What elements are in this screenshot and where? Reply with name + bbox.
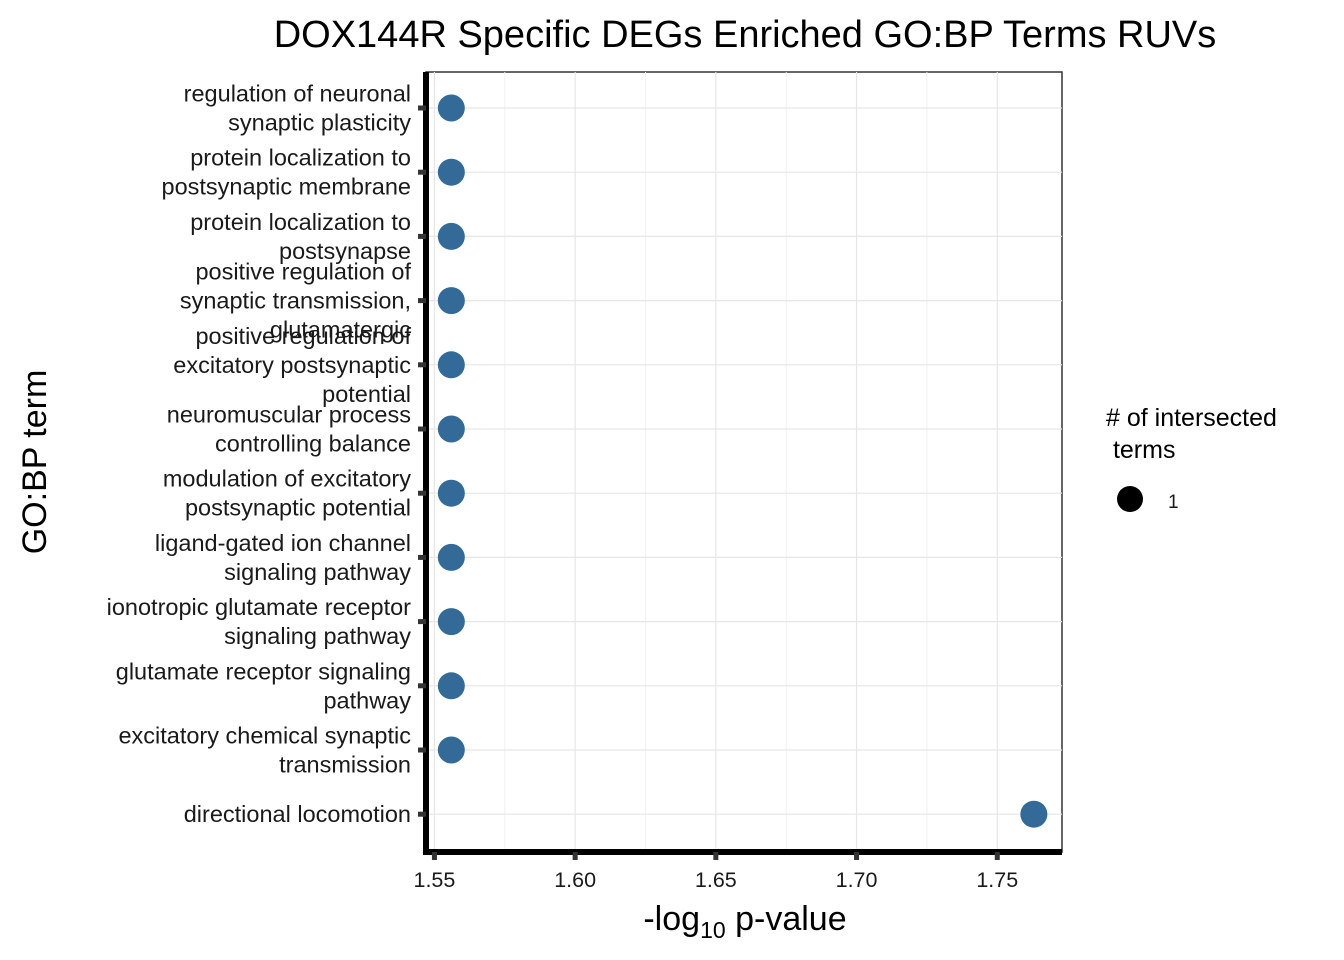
y-tick-label-line: directional locomotion [184,801,411,827]
legend: # of intersected terms 1 [1106,404,1277,513]
x-tick-labels: 1.55 1.60 1.65 1.70 1.75 [414,868,1019,892]
y-tick-label-line: pathway [323,687,411,713]
gridlines [426,72,1062,852]
y-tick-label-line: positive regulation of [195,323,411,349]
y-tick-label: glutamate receptor signaling pathway [116,658,411,713]
y-tick-label-line: protein localization to [190,209,411,235]
data-point [437,415,465,443]
y-tick-label-line: excitatory chemical synaptic [118,723,411,749]
axes [418,72,1062,860]
y-tick-label-line: signaling pathway [224,623,411,649]
legend-key-label: 1 [1168,492,1179,513]
y-tick-label-line: controlling balance [215,431,411,457]
y-tick-label: directional locomotion [184,801,411,827]
y-tick-label: protein localization to postsynapse [190,209,411,264]
y-tick-label: protein localization to postsynaptic memb… [162,145,411,200]
data-points [437,94,1048,828]
y-tick-label: excitatory chemical synaptic transmission [118,723,411,778]
x-tick-label: 1.75 [976,868,1018,892]
x-tick-label: 1.70 [836,868,878,892]
y-tick-label-line: modulation of excitatory [163,466,411,492]
y-tick-label-line: regulation of neuronal [184,81,411,107]
y-tick-label-line: signaling pathway [224,559,411,585]
data-point [437,479,465,507]
y-tick-label-line: excitatory postsynaptic [173,352,411,378]
data-point [437,351,465,379]
legend-title-line2: terms [1106,436,1175,464]
plot-panel [425,71,1063,853]
y-tick-label: regulation of neuronal synaptic plasticit… [184,81,412,136]
y-tick-label-line: glutamatergic [270,317,411,343]
x-tick-label: 1.65 [695,868,737,892]
data-point [437,287,465,315]
x-tick-label: 1.60 [554,868,596,892]
y-tick-label-line: protein localization to [190,145,411,171]
y-tick-label-line: glutamate receptor signaling [116,658,411,684]
data-point [437,158,465,186]
y-tick-label: modulation of excitatory postsynaptic pot… [163,466,411,521]
data-point [1020,800,1048,828]
y-axis-title: GO:BP term [16,370,54,555]
data-point [437,94,465,122]
y-tick-label-line: neuromuscular process [167,402,411,428]
y-tick-label: ligand-gated ion channel signaling pathwa… [155,530,411,585]
y-tick-label-line: postsynaptic membrane [162,174,411,200]
data-point [437,222,465,250]
x-axis-title-subscript: 10 [700,917,726,943]
legend-title-line1: # of intersected [1106,404,1277,432]
y-tick-label-line: transmission [279,752,411,778]
y-tick-label-line: postsynaptic potential [185,495,411,521]
x-axis-title: -log10 p-value [643,900,846,943]
x-tick-label: 1.55 [414,868,456,892]
x-axis-title-prefix: -log [643,900,700,938]
y-tick-label: neuromuscular process controlling balance [167,402,411,457]
y-tick-label: ionotropic glutamate receptor signaling p… [107,594,412,649]
y-tick-label: positive regulation of excitatory postsyn… [173,323,411,407]
data-point [437,608,465,636]
y-tick-label-line: positive regulation of [195,259,411,285]
y-tick-label-line: ligand-gated ion channel [155,530,411,556]
y-tick-label-line: postsynapse [279,238,411,264]
chart-title: DOX144R Specific DEGs Enriched GO:BP Ter… [274,14,1217,56]
y-tick-labels: regulation of neuronal synaptic plasticit… [107,81,412,828]
y-tick-label-line: ionotropic glutamate receptor [107,594,412,620]
data-point [437,672,465,700]
y-tick-label-line: synaptic plasticity [228,110,411,136]
y-tick-label-line: synaptic transmission, [180,288,411,314]
y-tick-label-line: potential [322,381,411,407]
legend-key-dot [1117,486,1143,512]
data-point [437,736,465,764]
y-tick-label: positive regulation of synaptic transmiss… [180,259,412,343]
x-axis-title-suffix: p-value [726,900,847,938]
data-point [437,543,465,571]
